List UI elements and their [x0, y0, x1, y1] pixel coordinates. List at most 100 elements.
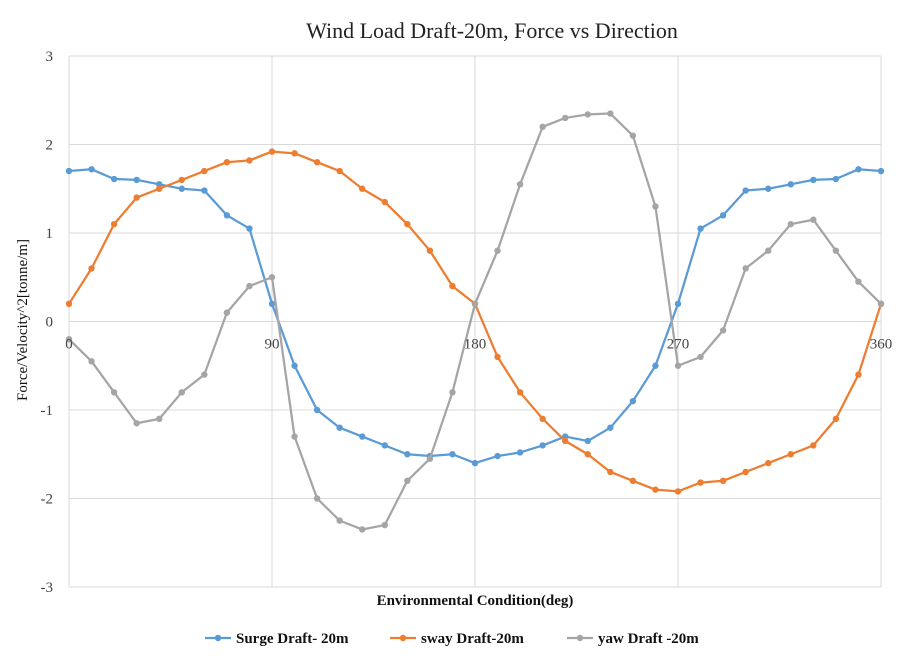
data-point [88, 166, 95, 173]
legend-label: yaw Draft -20m [598, 631, 699, 647]
data-point [178, 389, 185, 396]
data-point [426, 247, 434, 254]
data-point [404, 451, 411, 458]
x-tick-label: 270 [667, 337, 690, 353]
legend-swatch-marker [399, 634, 407, 642]
data-point [223, 309, 231, 316]
legend-item: yaw Draft -20m [567, 631, 699, 647]
data-point [539, 415, 546, 423]
data-point [539, 442, 546, 449]
data-point [765, 185, 772, 192]
grid-lines [68, 55, 882, 588]
data-point [832, 415, 840, 423]
data-point [246, 157, 253, 164]
y-tick-label: 0 [46, 315, 54, 331]
data-point [742, 468, 749, 476]
legend-item: sway Draft-20m [390, 631, 524, 647]
data-point [404, 477, 411, 484]
data-point [539, 123, 546, 130]
y-tick-label: -2 [41, 492, 54, 508]
data-point [787, 451, 794, 458]
data-point [88, 265, 95, 272]
data-point [584, 451, 591, 458]
data-point [449, 282, 456, 290]
data-point [291, 433, 298, 440]
x-tick-label: 90 [265, 337, 280, 353]
data-point [652, 203, 659, 210]
legend-swatch-marker [576, 634, 584, 642]
data-point [359, 433, 366, 440]
data-point [877, 167, 885, 175]
data-point [336, 517, 343, 524]
data-point [268, 274, 276, 281]
data-point [133, 420, 140, 427]
legend: Surge Draft- 20m sway Draft-20m yaw Draft … [205, 631, 699, 647]
data-point [719, 327, 727, 334]
data-point [291, 362, 298, 369]
data-point [697, 353, 704, 361]
data-point [110, 389, 118, 396]
data-point [810, 176, 817, 184]
y-tick-label: 1 [46, 226, 54, 242]
data-point [719, 212, 727, 219]
data-point [65, 336, 73, 343]
data-point [65, 167, 73, 175]
data-point [629, 477, 637, 484]
data-point [855, 166, 862, 173]
data-point [832, 247, 840, 254]
data-point [110, 220, 118, 228]
data-point [674, 488, 682, 495]
data-point [133, 176, 140, 184]
data-point [765, 247, 772, 254]
data-point [156, 181, 163, 188]
data-point [742, 187, 749, 194]
chart-title: Wind Load Draft-20m, Force vs Direction [306, 18, 678, 43]
data-point [471, 459, 479, 467]
data-point [674, 300, 682, 307]
data-point [629, 397, 637, 405]
data-point [404, 220, 411, 228]
series-layer [65, 110, 885, 533]
x-tick-label: 180 [464, 337, 487, 353]
data-point [336, 424, 343, 431]
data-point [359, 526, 366, 533]
data-point [65, 300, 73, 307]
y-tick-label: -3 [41, 580, 54, 596]
data-point [313, 406, 321, 414]
data-point [494, 247, 501, 254]
data-point [607, 424, 614, 431]
data-point [584, 111, 591, 118]
data-point [719, 477, 727, 484]
data-point [877, 300, 885, 307]
data-point [516, 181, 524, 188]
data-point [832, 175, 840, 183]
data-point [449, 451, 456, 458]
data-point [855, 371, 862, 378]
data-point [133, 194, 140, 201]
data-point [765, 459, 772, 467]
data-point [471, 300, 479, 307]
data-point [607, 468, 614, 476]
data-point [291, 150, 298, 157]
data-point [201, 187, 208, 194]
data-point [201, 371, 208, 378]
data-point [562, 114, 569, 122]
data-point [787, 220, 794, 228]
data-point [674, 362, 682, 369]
data-point [629, 132, 637, 139]
data-point [223, 212, 231, 219]
data-point [313, 495, 321, 502]
data-point [516, 389, 524, 396]
y-tick-label: 3 [46, 49, 54, 65]
x-tick-label: 360 [870, 337, 893, 353]
x-tick-label: 0 [65, 337, 73, 353]
data-point [268, 300, 276, 307]
data-point [607, 110, 614, 117]
data-point [652, 486, 659, 493]
data-point [810, 442, 817, 449]
data-point [336, 167, 343, 175]
x-axis-title: Environmental Condition(deg) [377, 593, 574, 609]
data-point [697, 225, 704, 232]
